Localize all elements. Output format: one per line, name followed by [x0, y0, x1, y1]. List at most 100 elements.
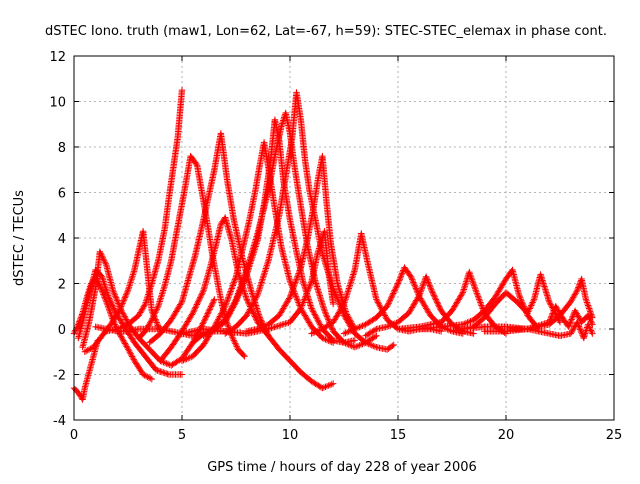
data-point-marker — [197, 294, 204, 301]
data-point-marker — [163, 360, 170, 367]
data-point-marker — [201, 317, 208, 324]
data-point-marker — [191, 305, 198, 312]
data-point-marker — [128, 353, 136, 360]
data-point-marker — [85, 346, 93, 353]
y-tick-label: 2 — [58, 278, 66, 293]
data-point-marker — [107, 298, 114, 305]
data-point-marker — [139, 371, 147, 378]
data-point-marker — [201, 316, 209, 323]
data-point-marker — [116, 307, 123, 314]
data-point-marker — [241, 353, 248, 360]
data-point-marker — [106, 295, 113, 302]
data-point-marker — [190, 308, 197, 315]
data-point-marker — [119, 336, 126, 343]
data-series-7 — [103, 86, 186, 335]
data-point-marker — [326, 381, 334, 389]
data-point-marker — [195, 298, 202, 305]
x-tick-label: 25 — [606, 428, 623, 443]
data-point-marker — [118, 334, 125, 341]
data-point-marker — [114, 297, 121, 304]
data-series-8 — [135, 152, 248, 360]
data-point-marker — [120, 297, 127, 304]
y-tick-label: 4 — [58, 232, 66, 247]
data-point-marker — [245, 299, 252, 306]
data-point-marker — [99, 288, 106, 295]
data-point-marker — [121, 294, 129, 301]
data-point-marker — [128, 351, 135, 359]
data-point-marker — [193, 160, 200, 168]
data-point-marker — [143, 325, 151, 332]
data-point-marker — [161, 359, 169, 366]
data-point-marker — [192, 304, 199, 311]
data-point-marker — [250, 310, 257, 317]
data-point-marker — [209, 299, 217, 306]
data-point-marker — [107, 310, 114, 317]
data-point-marker — [141, 302, 148, 309]
x-tick-label: 20 — [498, 428, 515, 443]
data-point-marker — [202, 314, 209, 322]
data-point-marker — [83, 347, 90, 355]
data-point-marker — [142, 326, 150, 334]
data-point-marker — [110, 303, 117, 311]
axis-ticks: 0 5 10 15 20 25 -4 -2 0 2 4 6 8 10 12 — [49, 50, 622, 443]
data-point-marker — [96, 248, 104, 255]
data-point-marker — [112, 294, 120, 301]
data-point-marker — [240, 352, 247, 359]
data-point-marker — [117, 304, 124, 312]
data-point-marker — [98, 286, 105, 294]
x-tick-label: 15 — [390, 428, 407, 443]
data-point-marker — [206, 306, 213, 313]
data-point-marker — [145, 374, 153, 381]
data-point-marker — [183, 319, 191, 327]
data-point-marker — [124, 344, 131, 351]
data-point-marker — [178, 86, 186, 94]
data-point-marker — [172, 309, 179, 317]
data-point-marker — [141, 372, 148, 379]
data-point-marker — [121, 313, 128, 320]
data-point-marker — [150, 312, 158, 319]
data-point-marker — [113, 295, 120, 303]
data-point-marker — [135, 312, 142, 319]
data-point-marker — [183, 321, 190, 328]
data-point-marker — [111, 291, 118, 298]
data-point-marker — [178, 357, 186, 365]
data-point-marker — [108, 300, 116, 308]
data-point-marker — [178, 299, 185, 307]
data-point-marker — [251, 311, 258, 319]
data-point-marker — [193, 302, 200, 310]
data-point-marker — [74, 322, 81, 330]
data-point-marker — [232, 340, 239, 347]
data-point-marker — [146, 321, 153, 328]
data-point-marker — [118, 303, 125, 310]
data-point-marker — [175, 304, 182, 311]
data-point-marker — [120, 323, 127, 330]
data-point-marker — [193, 301, 201, 308]
data-point-marker — [197, 292, 205, 300]
y-tick-label: 8 — [58, 141, 66, 156]
data-point-marker — [126, 349, 133, 356]
data-point-marker — [195, 297, 203, 304]
data-point-marker — [121, 340, 129, 347]
data-point-marker — [243, 296, 250, 303]
data-point-marker — [117, 333, 125, 340]
data-point-marker — [120, 311, 128, 319]
data-point-marker — [97, 285, 105, 292]
data-point-marker — [203, 313, 210, 320]
data-point-marker — [325, 382, 332, 389]
data-point-marker — [109, 302, 116, 309]
data-point-marker — [99, 289, 107, 297]
data-point-marker — [111, 306, 118, 313]
data-point-marker — [153, 306, 160, 313]
data-point-marker — [205, 309, 212, 316]
data-point-marker — [136, 310, 143, 318]
data-point-marker — [244, 297, 251, 304]
data-point-marker — [119, 298, 127, 306]
data-point-marker — [152, 307, 160, 314]
x-tick-label: 0 — [70, 428, 78, 443]
data-point-marker — [154, 304, 161, 311]
data-point-marker — [253, 316, 260, 323]
data-point-marker — [129, 354, 137, 362]
y-tick-label: 6 — [58, 187, 66, 202]
data-point-marker — [144, 323, 151, 331]
